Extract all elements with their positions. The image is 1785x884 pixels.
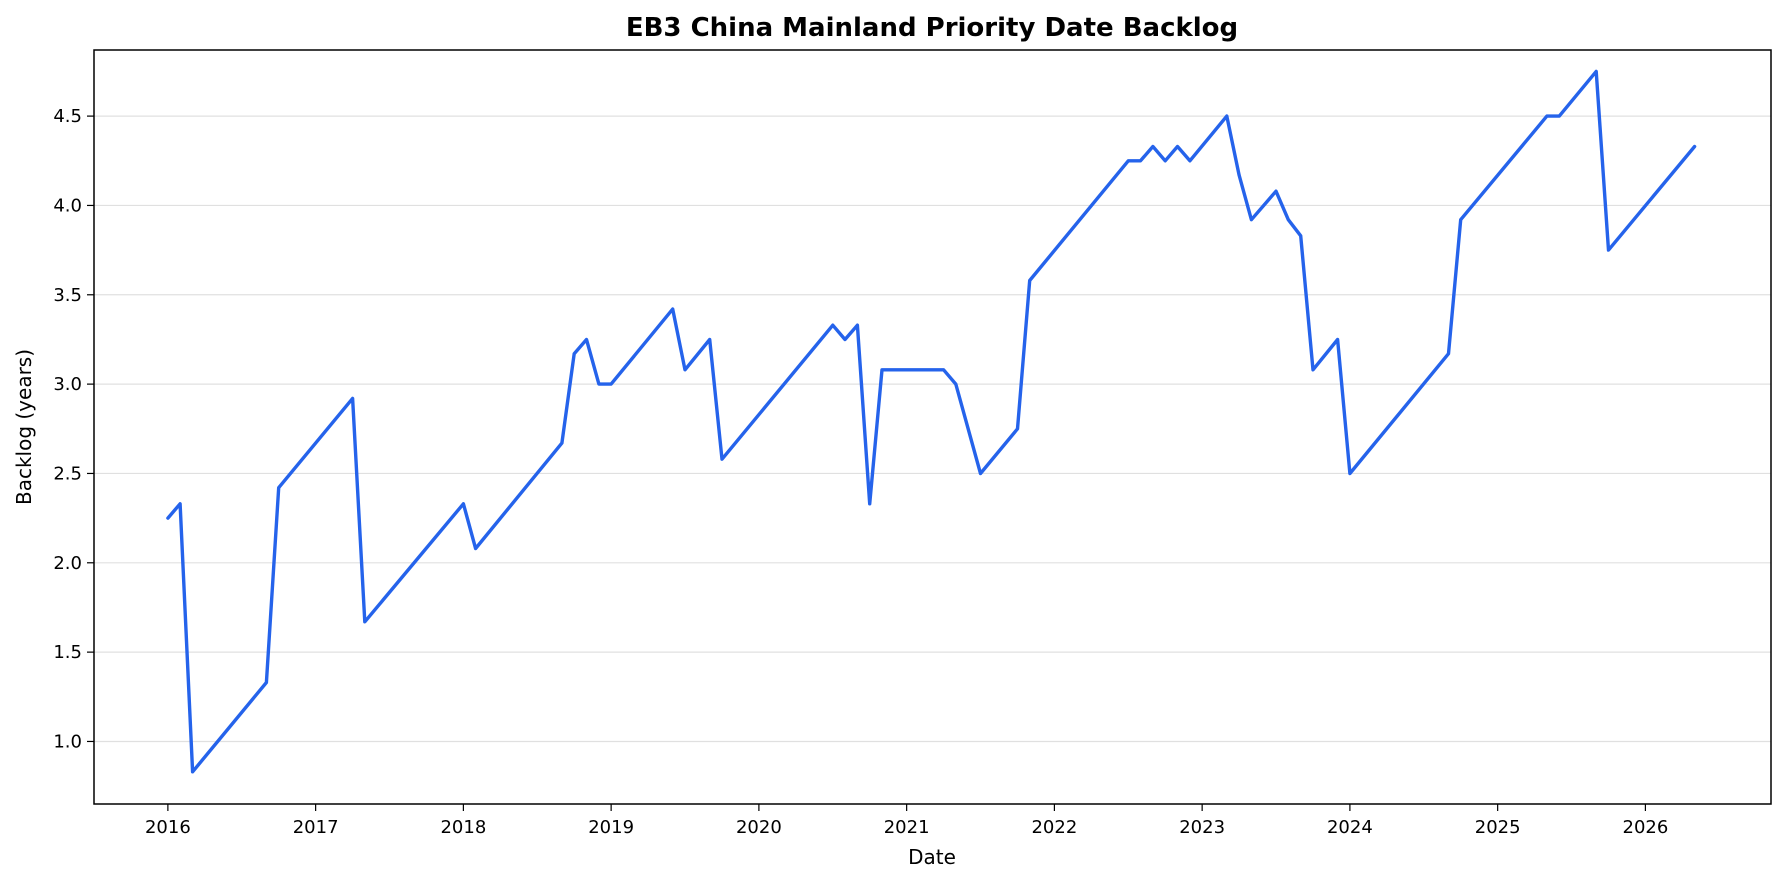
x-tick-label: 2017 (293, 817, 339, 838)
x-axis-label: Date (908, 845, 956, 869)
x-axis: 2016 2017 2018 2019 2020 2021 2022 2023 2024 2025… (145, 804, 1668, 838)
x-tick-label: 2019 (588, 817, 634, 838)
series-line-backlog (166, 69, 1697, 774)
plot-frame (93, 49, 1772, 805)
x-tick-label: 2022 (1031, 817, 1077, 838)
y-tick-label: 4.5 (53, 106, 82, 127)
x-tick-label: 2016 (145, 817, 191, 838)
x-tick-label: 2021 (884, 817, 930, 838)
y-tick-label: 1.5 (53, 642, 82, 663)
y-tick-label: 2.0 (53, 553, 82, 574)
x-tick-label: 2026 (1623, 817, 1669, 838)
x-tick-label: 2024 (1327, 817, 1373, 838)
y-tick-label: 3.5 (53, 285, 82, 306)
y-axis-label: Backlog (years) (12, 349, 36, 505)
grid-lines (94, 115, 1771, 743)
y-tick-label: 2.5 (53, 463, 82, 484)
x-tick-label: 2025 (1475, 817, 1521, 838)
y-axis: 1.0 1.5 2.0 2.5 3.0 3.5 4.0 4.5 (53, 106, 94, 752)
y-tick-label: 4.0 (53, 195, 82, 216)
x-tick-label: 2020 (736, 817, 782, 838)
y-tick-label: 3.0 (53, 374, 82, 395)
series-layer (166, 69, 1697, 774)
x-tick-label: 2023 (1179, 817, 1225, 838)
x-tick-label: 2018 (440, 817, 486, 838)
chart-title: EB3 China Mainland Priority Date Backlog (626, 13, 1238, 43)
y-tick-label: 1.0 (53, 731, 82, 752)
